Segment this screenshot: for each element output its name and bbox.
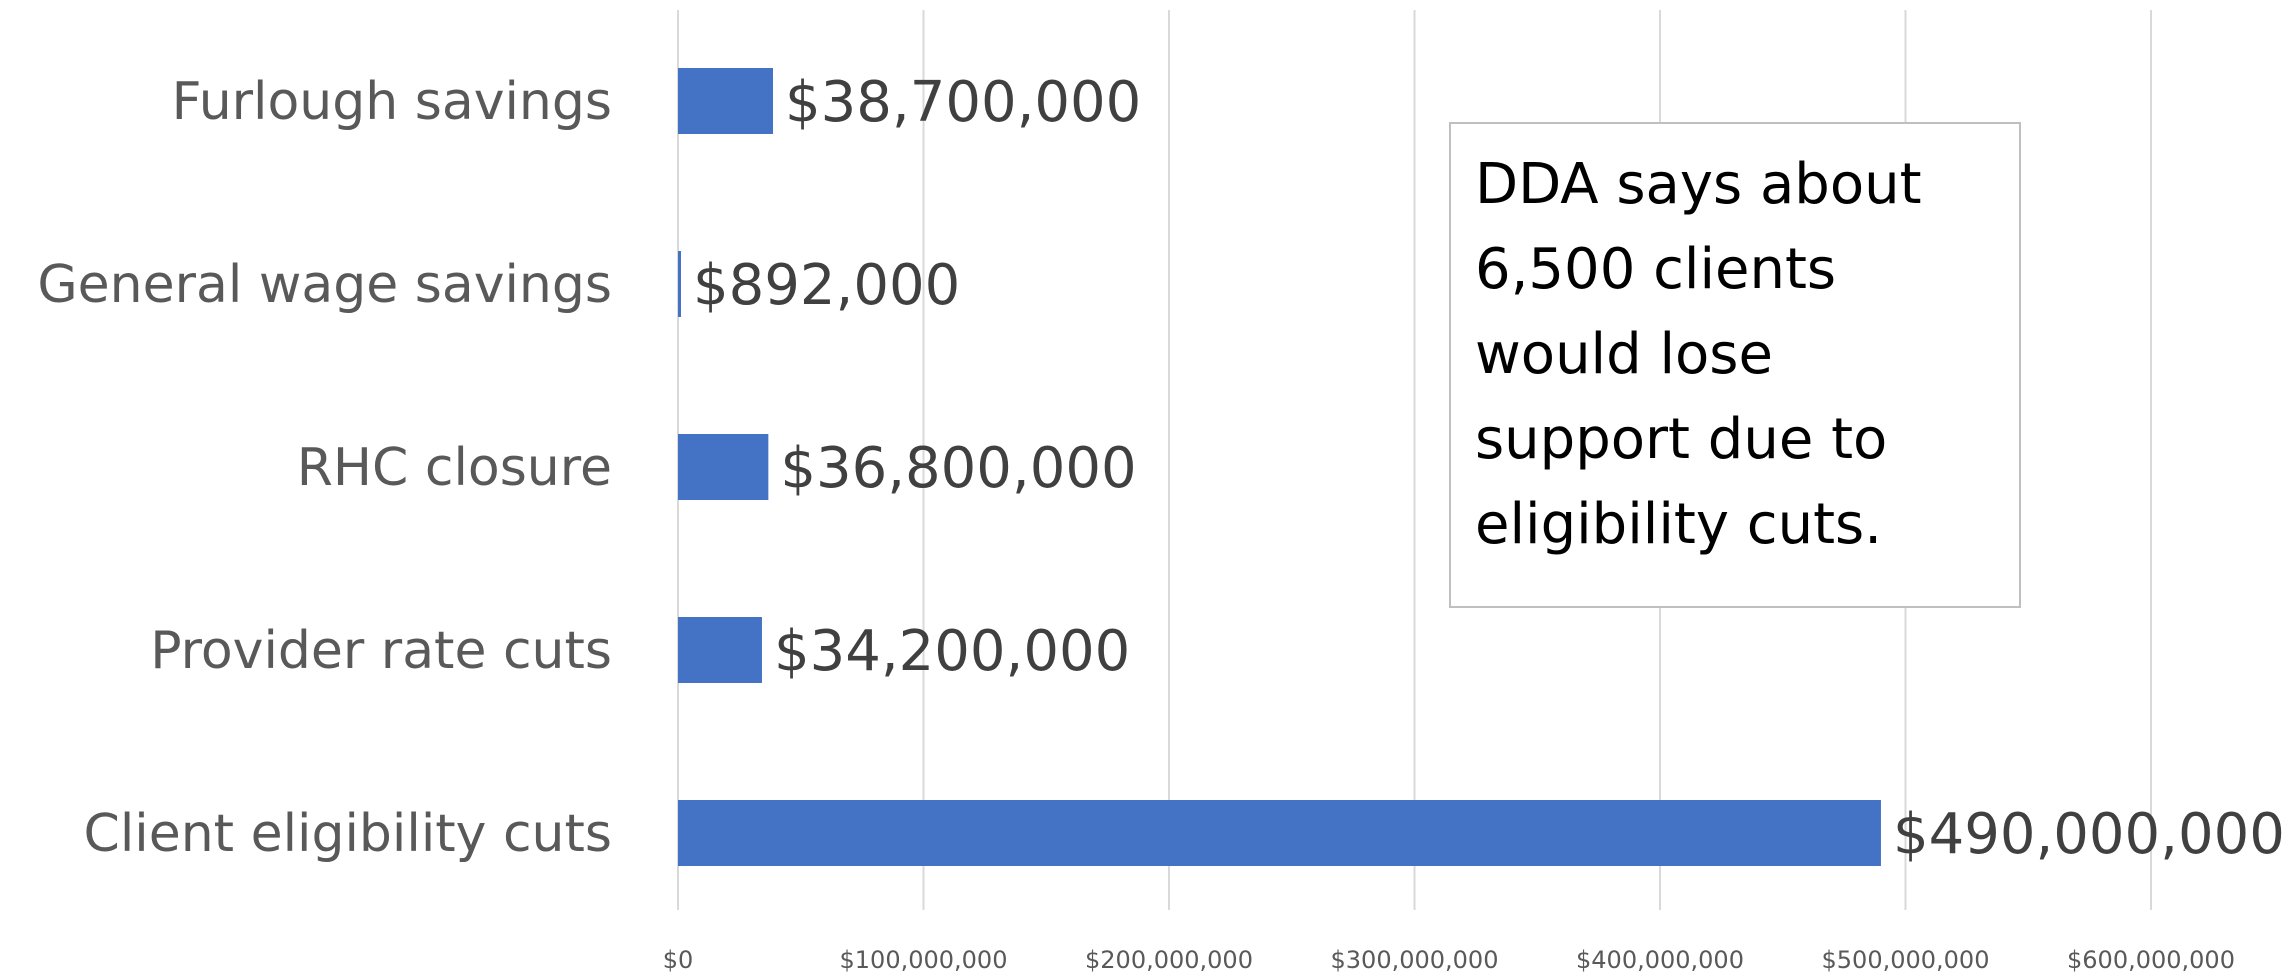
x-tick-label: $400,000,000 bbox=[1576, 946, 1744, 974]
bar bbox=[678, 251, 681, 317]
x-tick-label: $0 bbox=[663, 946, 694, 974]
x-axis-ticks: $0 $100,000,000 $200,000,000 $300,000,000 $4… bbox=[663, 946, 2235, 974]
annotation-box: DDA says about 6,500 clients would lose … bbox=[1449, 122, 2021, 608]
annotation-line: DDA says about bbox=[1475, 152, 1922, 217]
data-label: $34,200,000 bbox=[774, 619, 1130, 684]
annotation-line: eligibility cuts. bbox=[1475, 492, 1883, 557]
data-label: $892,000 bbox=[693, 253, 960, 318]
x-tick-label: $300,000,000 bbox=[1331, 946, 1499, 974]
category-label: General wage savings bbox=[37, 255, 612, 315]
bar bbox=[678, 800, 1881, 866]
category-label: RHC closure bbox=[297, 438, 612, 498]
bar bbox=[678, 434, 769, 500]
annotation-line: 6,500 clients bbox=[1475, 237, 1837, 302]
category-labels: Furlough savings General wage savings RHC … bbox=[37, 72, 612, 864]
data-labels: $38,700,000 $892,000 $36,800,000 $34,200,00… bbox=[693, 70, 2285, 867]
data-label: $36,800,000 bbox=[780, 436, 1136, 501]
x-tick-label: $100,000,000 bbox=[840, 946, 1008, 974]
bar bbox=[678, 68, 774, 134]
category-label: Provider rate cuts bbox=[150, 621, 612, 681]
data-label: $490,000,000 bbox=[1893, 802, 2285, 867]
annotation-line: support due to bbox=[1475, 407, 1888, 472]
bars bbox=[678, 68, 1881, 866]
x-tick-label: $200,000,000 bbox=[1085, 946, 1253, 974]
bar bbox=[678, 617, 762, 683]
annotation-line: would lose bbox=[1475, 322, 1773, 387]
category-label: Client eligibility cuts bbox=[84, 804, 612, 864]
data-label: $38,700,000 bbox=[785, 70, 1141, 135]
category-label: Furlough savings bbox=[172, 72, 612, 132]
x-tick-label: $600,000,000 bbox=[2067, 946, 2235, 974]
x-tick-label: $500,000,000 bbox=[1822, 946, 1990, 974]
